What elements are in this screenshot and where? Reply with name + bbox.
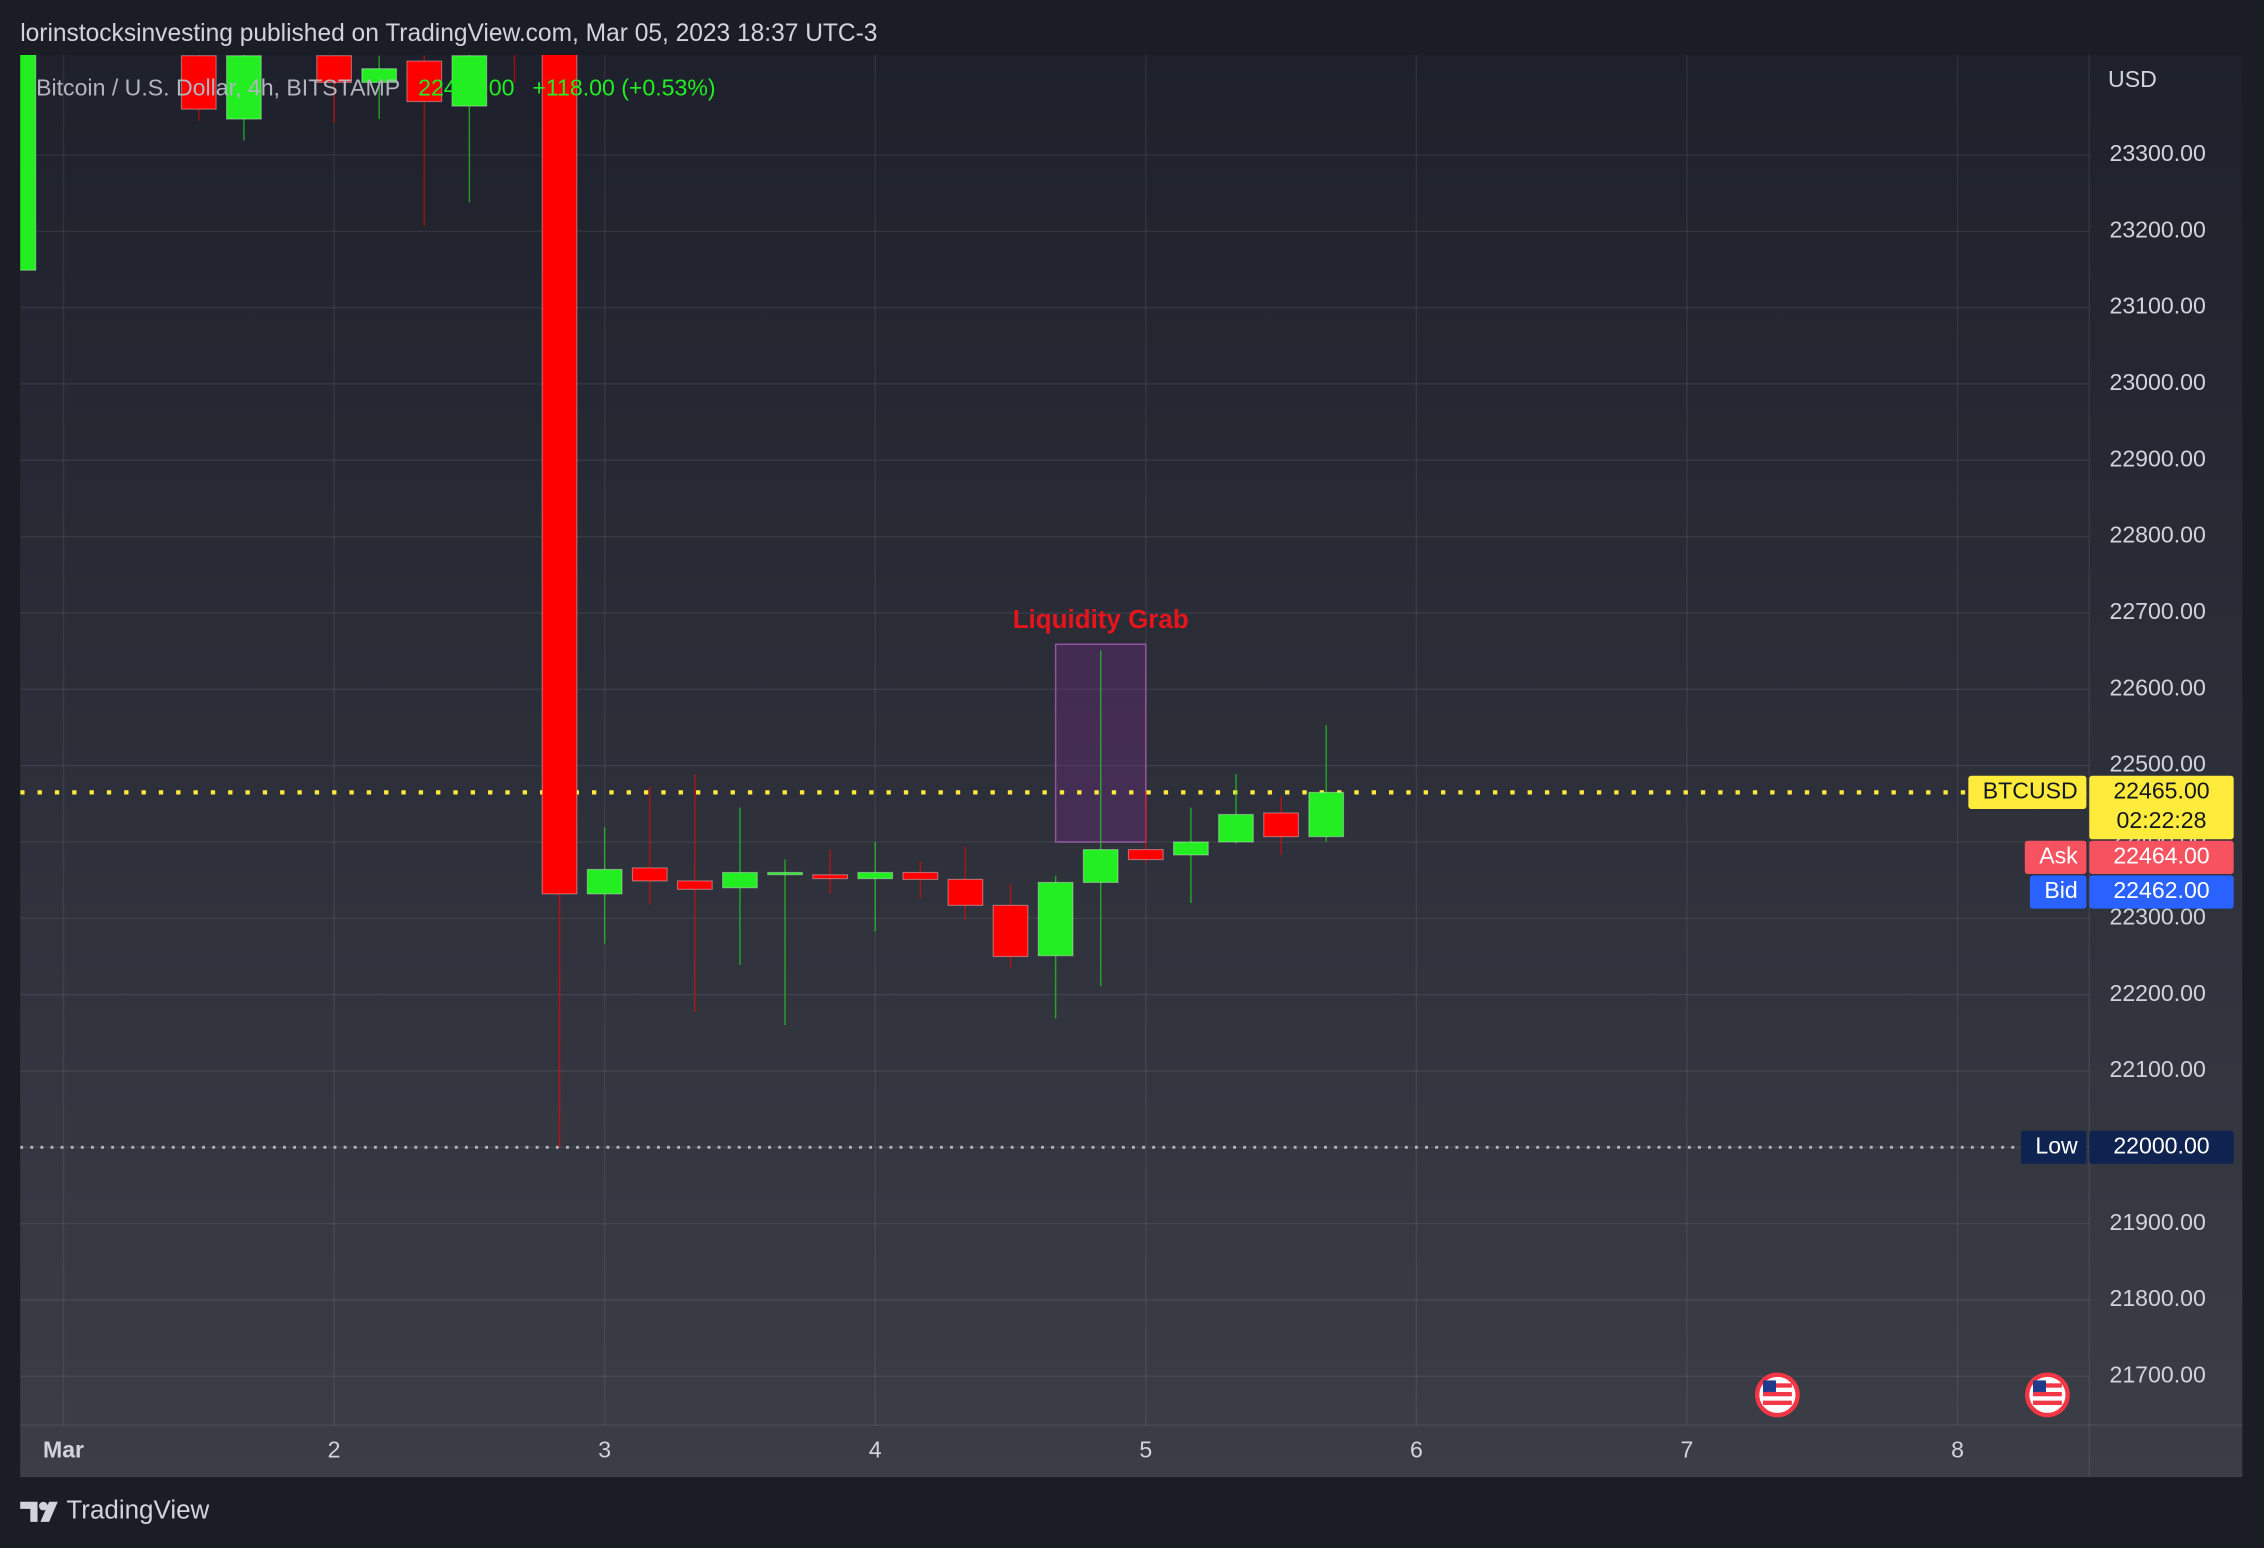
candle-body	[1037, 881, 1074, 957]
price-label-box	[2089, 775, 2234, 840]
x-tick-label: Mar	[43, 1436, 84, 1462]
candle-body	[812, 874, 849, 880]
price-label-value: 22465.00	[2113, 777, 2209, 803]
axes: 21700.00 21800.00 21900.00 22000.00 22100.00…	[43, 140, 2234, 1462]
overlay: Bitcoin / U.S. Dollar, 4h, BITSTAMP 2246…	[36, 75, 1189, 634]
candle-body	[722, 871, 758, 889]
price-label-name: Ask	[2039, 842, 2078, 868]
price-label-value: 22462.00	[2113, 877, 2209, 903]
price-label-value: 22000.00	[2113, 1132, 2209, 1158]
y-tick-label: 22700.00	[2110, 598, 2206, 624]
x-tick-label: 4	[869, 1436, 882, 1462]
y-tick-label: 22800.00	[2110, 522, 2206, 548]
plot	[20, 54, 2090, 1149]
annotation-text: Liquidity Grab	[1013, 604, 1189, 634]
y-tick-label: 21800.00	[2110, 1285, 2206, 1311]
y-tick-label: 22600.00	[2110, 674, 2206, 700]
event-icon	[2025, 1372, 2070, 1418]
candle-body	[676, 880, 713, 890]
price-label-name: BTCUSD	[1983, 777, 2078, 803]
y-tick-label: 22500.00	[2110, 751, 2206, 777]
y-tick-label: 22100.00	[2110, 1056, 2206, 1082]
header: lorinstocksinvesting published on Tradin…	[20, 20, 877, 47]
price-label-name: Bid	[2044, 877, 2077, 903]
y-tick-label: 21900.00	[2110, 1209, 2206, 1235]
price-label-box	[2089, 1130, 2234, 1164]
brand: TradingView	[66, 1495, 209, 1525]
x-tick-label: 2	[328, 1436, 341, 1462]
y-tick-label: 23000.00	[2110, 369, 2206, 395]
candle-body	[361, 68, 398, 84]
candle-body	[586, 868, 623, 895]
x-tick-label: 5	[1139, 1436, 1152, 1462]
y-tick-label: 22900.00	[2110, 445, 2206, 471]
price-label-box	[2089, 875, 2234, 909]
brand-logo	[20, 1501, 58, 1522]
x-tick-label: 7	[1681, 1436, 1694, 1462]
candle-body	[1308, 791, 1345, 838]
price-label-name-box	[1968, 775, 2087, 809]
candle-body	[20, 54, 37, 271]
legend-change: +118.00 (+0.53%)	[532, 75, 715, 101]
x-tick-label: 8	[1951, 1436, 1964, 1462]
candle-body	[992, 904, 1029, 958]
price-label-name-box	[2024, 840, 2087, 874]
candle-body	[767, 871, 803, 876]
candle-body	[451, 55, 488, 107]
currency: USD	[2108, 66, 2157, 92]
legend: Bitcoin / U.S. Dollar, 4h, BITSTAMP 2246…	[36, 75, 716, 101]
candle-body	[406, 60, 443, 103]
candle-body	[857, 871, 894, 880]
y-tick-label: 23100.00	[2110, 293, 2206, 319]
candle-body	[1173, 841, 1209, 856]
chart-panel	[20, 54, 2243, 1478]
price-label-sub: 02:22:28	[2117, 807, 2207, 833]
y-tick-label: 23300.00	[2110, 140, 2206, 166]
candle-body	[1218, 813, 1254, 843]
candle-body	[225, 55, 262, 120]
candle-body	[902, 871, 939, 880]
x-tick-label: 6	[1410, 1436, 1423, 1462]
candle-body	[316, 55, 352, 84]
candle-body	[1263, 812, 1299, 838]
price-label-name: Low	[2035, 1132, 2078, 1158]
legend-last: 22465.00	[418, 75, 514, 101]
candle-body	[180, 55, 217, 110]
candle-body	[947, 878, 984, 906]
price-label-value: 22464.00	[2113, 842, 2209, 868]
candle-body	[631, 867, 668, 882]
price-label-name-box	[2029, 875, 2087, 909]
event-icon	[1755, 1372, 1800, 1418]
candle-body	[1082, 849, 1119, 884]
y-tick-label: 23200.00	[2110, 216, 2206, 242]
x-tick-label: 3	[598, 1436, 611, 1462]
price-label-box	[2089, 840, 2234, 874]
price-label-name-box	[2020, 1130, 2087, 1164]
candle-body	[1127, 849, 1164, 861]
candle-body	[541, 54, 578, 895]
legend-title: Bitcoin / U.S. Dollar, 4h, BITSTAMP	[36, 75, 400, 101]
y-tick-label: 21700.00	[2110, 1361, 2206, 1387]
y-tick-label: 22200.00	[2110, 980, 2206, 1006]
